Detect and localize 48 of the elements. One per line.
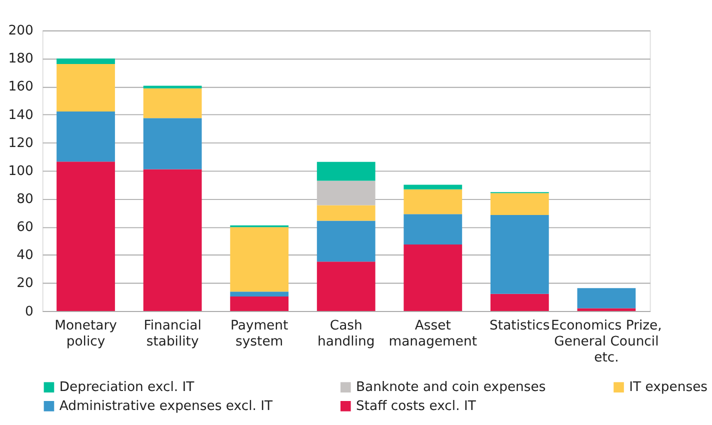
legend-label: Banknote and coin expenses — [356, 380, 546, 396]
legend-label: Staff costs excl. IT — [356, 398, 477, 414]
y-tick-label: 180 — [8, 52, 34, 67]
bar — [404, 184, 462, 190]
bar — [404, 189, 462, 214]
bar — [490, 215, 549, 294]
y-tick-label: 0 — [25, 304, 34, 320]
bar — [577, 308, 636, 312]
bar — [56, 64, 115, 112]
y-tick-label: 200 — [8, 24, 34, 39]
bar — [143, 169, 202, 312]
y-tick-label: 60 — [16, 220, 34, 236]
bar — [577, 288, 636, 308]
bar — [143, 118, 202, 170]
bar — [56, 111, 115, 162]
x-tick-label: Payment system — [230, 318, 288, 350]
bar — [230, 227, 289, 292]
legend-label: Administrative expenses excl. IT — [59, 398, 274, 414]
bar — [316, 262, 376, 312]
bar — [143, 88, 202, 118]
bar — [490, 193, 549, 216]
y-tick-label: 140 — [8, 108, 34, 123]
bar — [56, 58, 115, 64]
x-tick-label: Economics Prize, General Council etc. — [551, 318, 662, 366]
bar — [404, 214, 462, 245]
y-tick-label: 160 — [8, 80, 34, 95]
x-tick-label: Asset management — [388, 318, 478, 350]
bar — [316, 180, 376, 206]
legend-label: Depreciation excl. IT — [59, 380, 196, 396]
bar — [316, 205, 376, 221]
y-tick-label: 120 — [8, 136, 34, 151]
y-tick-label: 20 — [16, 276, 34, 292]
bar — [316, 220, 376, 262]
x-tick-label: Statistics — [490, 318, 550, 334]
y-tick-label: 80 — [16, 192, 34, 208]
bar — [230, 296, 289, 312]
x-tick-label: Cash handling — [318, 318, 375, 350]
bar — [404, 244, 462, 312]
y-tick-label: 100 — [8, 164, 34, 179]
y-tick-label: 40 — [16, 248, 34, 264]
bar — [56, 162, 115, 312]
x-tick-label: Financial stability — [144, 318, 202, 350]
bar — [143, 86, 202, 88]
bar — [230, 292, 289, 296]
legend-label: IT expenses — [629, 380, 708, 396]
bar — [490, 294, 549, 312]
bar — [316, 162, 376, 181]
x-tick-label: Monetary policy — [54, 318, 118, 350]
